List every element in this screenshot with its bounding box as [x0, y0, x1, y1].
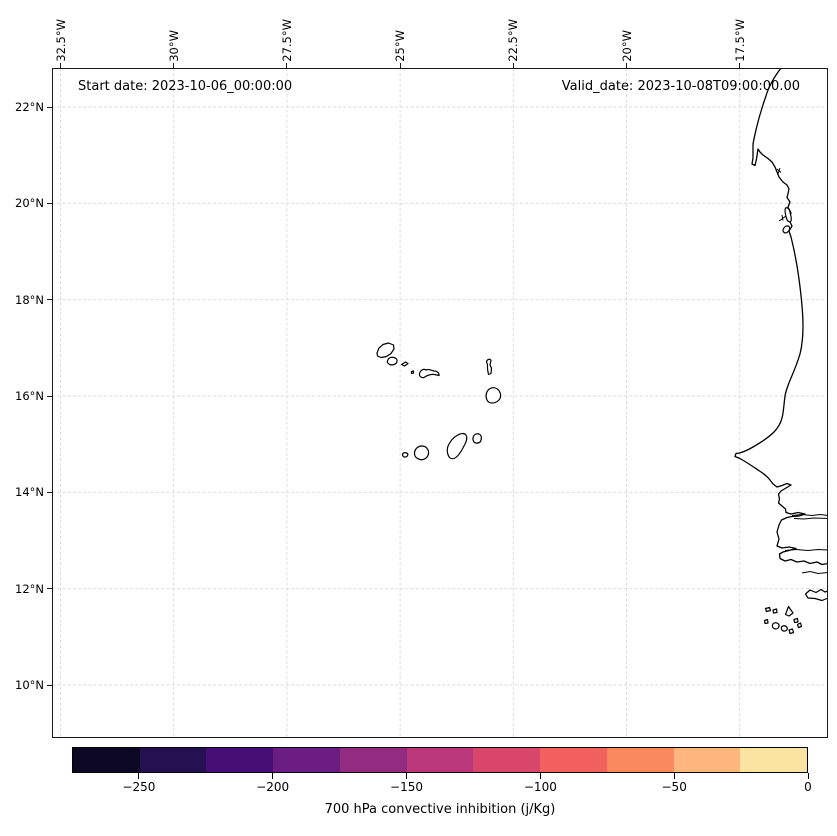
coastline-mainland-west-africa [734, 68, 828, 566]
left-tick-mark [47, 684, 52, 686]
left-tick-mark [47, 202, 52, 204]
island-outline [784, 605, 794, 617]
plot-border [52, 68, 828, 738]
top-tick-mark [626, 63, 627, 68]
colorbar-segment [406, 748, 474, 772]
top-tick-mark [399, 63, 401, 68]
colorbar-tick-mark [272, 773, 274, 779]
left-tick-mark [47, 106, 52, 108]
island-outline [386, 356, 398, 366]
island-outline [780, 625, 788, 632]
top-tick-label-text: 32.5°W [53, 19, 68, 62]
island-outline [804, 588, 828, 602]
top-tick-label-text: 20°W [619, 30, 634, 62]
gridlines [52, 68, 828, 738]
map-plot-area [52, 68, 828, 738]
top-tick-mark [60, 63, 61, 68]
river-line [776, 167, 782, 175]
left-tick-label: 10°N [15, 678, 44, 692]
left-tick-label: 12°N [15, 581, 44, 596]
colorbar-segment [73, 748, 140, 772]
top-tick-mark [739, 63, 741, 68]
colorbar-segment [473, 748, 541, 772]
colorbar-tick-mark [807, 773, 809, 779]
island-outline [784, 207, 792, 223]
top-tick-label: 20°W [619, 6, 635, 62]
island-outline [782, 225, 791, 234]
colorbar [72, 747, 808, 773]
colorbar-segment [139, 748, 207, 772]
island-outline [376, 342, 395, 359]
island-outline [788, 628, 795, 635]
river-line [791, 513, 828, 517]
island-outline [485, 387, 502, 404]
island-outline [764, 606, 772, 613]
top-tick-mark [512, 63, 514, 68]
colorbar-segment [673, 748, 741, 772]
colorbar-tick-label: −100 [523, 780, 557, 794]
island-outline [410, 370, 415, 375]
colorbar-tick-label: 0 [804, 780, 812, 794]
river-line [793, 517, 828, 520]
left-tick-mark [47, 299, 52, 301]
colorbar-segment [339, 748, 407, 772]
colorbar-segment [740, 748, 808, 772]
top-tick-label: 27.5°W [279, 6, 295, 62]
start-date-annotation: Start date: 2023-10-06_00:00:00 [78, 79, 293, 94]
colorbar-segment [606, 748, 674, 772]
island-outline [772, 608, 778, 614]
colorbar-tick-mark [539, 773, 541, 779]
colorbar-segment [206, 748, 274, 772]
colorbar-segment [273, 748, 340, 772]
left-tick-label: 16°N [15, 389, 44, 403]
island-outline [401, 452, 409, 458]
top-tick-label: 17.5°W [732, 6, 748, 62]
colorbar-label: 700 hPa convective inhibition (j/Kg) [324, 802, 556, 817]
left-tick-label: 20°N [15, 196, 44, 211]
top-tick-mark [173, 63, 175, 68]
colorbar-tick-mark [138, 773, 140, 779]
top-tick-label-text: 27.5°W [279, 19, 294, 62]
island-outline [400, 361, 409, 367]
river-line [778, 214, 787, 222]
island-outline [446, 432, 468, 460]
top-tick-label: 30°W [166, 6, 182, 62]
coastlines [376, 68, 828, 635]
island-outline [418, 368, 440, 379]
top-tick-label: 32.5°W [53, 6, 69, 62]
river-line [801, 570, 828, 575]
left-tick-label: 18°N [15, 292, 44, 307]
island-outline [472, 433, 482, 444]
island-outline [771, 622, 780, 630]
island-outline [485, 358, 493, 376]
colorbar-tick-label: −150 [390, 780, 424, 794]
colorbar-tick-label: −250 [122, 780, 156, 794]
left-tick-mark [47, 491, 52, 493]
river-line [784, 548, 828, 552]
top-tick-label-text: 22.5°W [506, 19, 521, 62]
top-tick-label-text: 30°W [166, 30, 181, 62]
colorbar-tick-mark [673, 773, 675, 779]
top-tick-label-text: 25°W [393, 30, 408, 62]
left-tick-mark [47, 588, 52, 590]
colorbar-segment [540, 748, 607, 772]
top-tick-label-text: 17.5°W [732, 19, 747, 62]
island-outline [796, 622, 803, 629]
left-tick-label: 14°N [15, 485, 44, 500]
colorbar-tick-label: −50 [661, 780, 687, 794]
island-outline [763, 618, 769, 625]
colorbar-tick-mark [406, 773, 408, 779]
valid-date-annotation: Valid_date: 2023-10-08T09:00:00.00 [561, 79, 800, 94]
top-tick-label: 25°W [392, 6, 408, 62]
colorbar-tick-label: −200 [256, 780, 290, 794]
top-tick-label: 22.5°W [505, 6, 521, 62]
island-outline [413, 445, 430, 461]
island-outline [793, 617, 799, 624]
left-tick-label: 22°N [15, 100, 44, 114]
top-tick-mark [286, 63, 288, 68]
left-tick-mark [47, 395, 52, 397]
